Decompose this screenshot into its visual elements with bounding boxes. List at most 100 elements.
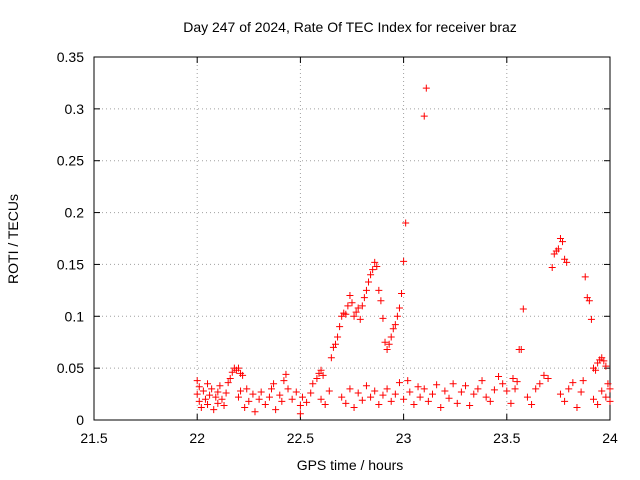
data-point <box>375 286 383 294</box>
data-point <box>509 375 517 383</box>
data-point <box>532 385 540 393</box>
data-point <box>600 357 608 365</box>
data-point <box>536 380 544 388</box>
data-point <box>577 388 585 396</box>
data-point <box>554 245 562 253</box>
data-point <box>398 289 406 297</box>
data-point <box>321 400 329 408</box>
data-point <box>362 382 370 390</box>
chart-title: Day 247 of 2024, Rate Of TEC Index for r… <box>183 19 517 35</box>
data-point <box>327 354 335 362</box>
y-tick-label: 0.25 <box>57 153 84 169</box>
data-point <box>395 304 403 312</box>
data-point <box>377 297 385 305</box>
data-point <box>358 396 366 404</box>
data-point <box>224 379 232 387</box>
data-point <box>589 395 597 403</box>
data-point <box>212 393 220 401</box>
y-tick-label: 0.15 <box>57 256 84 272</box>
data-point <box>383 385 391 393</box>
data-point <box>214 388 222 396</box>
data-point <box>371 387 379 395</box>
data-point <box>195 383 203 391</box>
data-point <box>585 297 593 305</box>
data-point <box>598 387 606 395</box>
data-point <box>387 333 395 341</box>
data-point <box>420 385 428 393</box>
data-point <box>265 393 273 401</box>
data-point <box>416 393 424 401</box>
data-point <box>587 315 595 323</box>
data-point <box>581 273 589 281</box>
data-point <box>424 397 432 405</box>
data-point <box>204 380 212 388</box>
data-point <box>245 397 253 405</box>
data-point <box>482 393 490 401</box>
data-point <box>313 375 321 383</box>
data-point <box>371 258 379 266</box>
data-point <box>204 400 212 408</box>
data-point <box>218 395 226 403</box>
data-point <box>307 389 315 397</box>
data-point <box>243 385 251 393</box>
data-point <box>296 410 304 418</box>
data-point <box>195 397 203 405</box>
grid <box>94 57 610 420</box>
data-point <box>220 401 228 409</box>
data-point <box>437 404 445 412</box>
data-point <box>365 278 373 286</box>
data-point <box>511 385 519 393</box>
data-point <box>387 397 395 405</box>
data-point <box>373 263 381 271</box>
data-point <box>234 393 242 401</box>
data-point <box>579 377 587 385</box>
data-point <box>208 385 216 393</box>
data-point <box>228 368 236 376</box>
data-point <box>276 391 284 399</box>
y-tick-label: 0.2 <box>65 205 85 221</box>
y-tick-label: 0.1 <box>65 308 85 324</box>
data-point <box>379 391 387 399</box>
data-point <box>402 219 410 227</box>
data-point <box>563 258 571 266</box>
data-point <box>548 264 556 272</box>
data-point <box>325 387 333 395</box>
data-point <box>369 266 377 274</box>
data-point <box>422 84 430 92</box>
plot-border <box>93 56 611 421</box>
data-point <box>474 385 482 393</box>
data-point <box>433 381 441 389</box>
data-point <box>210 406 218 414</box>
data-point <box>513 378 521 386</box>
data-point <box>441 387 449 395</box>
data-point <box>367 271 375 279</box>
data-point <box>193 377 201 385</box>
data-point <box>282 370 290 378</box>
y-tick-label: 0.05 <box>57 360 84 376</box>
data-point <box>519 305 527 313</box>
data-point <box>348 299 356 307</box>
data-point <box>466 401 474 409</box>
data-point <box>296 401 304 409</box>
data-point <box>193 390 201 398</box>
data-point <box>383 345 391 353</box>
data-point <box>226 375 234 383</box>
data-point <box>317 366 325 374</box>
data-point <box>336 323 344 331</box>
data-point <box>292 388 300 396</box>
data-point <box>393 312 401 320</box>
data-point <box>222 389 230 397</box>
data-point <box>354 304 362 312</box>
data-point <box>395 379 403 387</box>
data-point <box>457 388 465 396</box>
y-axis-label: ROTI / TECUs <box>5 194 21 284</box>
data-point <box>420 112 428 120</box>
data-point <box>270 380 278 388</box>
data-point <box>428 390 436 398</box>
data-point <box>197 404 205 412</box>
x-tick-labels: 21.5 22 22.5 23 23.5 24 <box>80 430 618 446</box>
data-point <box>604 380 612 388</box>
data-point <box>528 400 536 408</box>
data-point <box>331 340 339 348</box>
data-point <box>268 385 276 393</box>
